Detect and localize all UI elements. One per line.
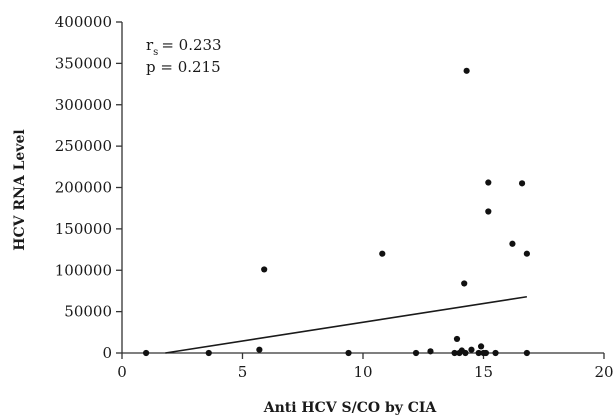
data-point (412, 349, 420, 357)
data-point (462, 349, 469, 357)
x-axis-ticks: 0 5 10 15 20 (117, 353, 614, 381)
p-value-annotation: p = 0.215 (146, 58, 221, 76)
data-point (461, 280, 468, 287)
data-point (379, 250, 386, 257)
data-points (143, 67, 530, 357)
x-tick-label: 0 (117, 363, 127, 381)
data-point (485, 208, 492, 215)
data-point (453, 335, 461, 343)
data-point (523, 349, 530, 357)
data-point (518, 180, 526, 187)
data-point (256, 346, 263, 353)
data-point (468, 346, 475, 353)
x-tick-label: 15 (474, 363, 493, 381)
data-point (485, 179, 492, 186)
data-point (451, 349, 458, 357)
data-point (261, 266, 268, 273)
y-axis-ticks: 0 50000 100000 150000 200000 250000 300000 3500… (55, 13, 122, 362)
x-tick-label: 20 (594, 363, 613, 381)
data-point (482, 349, 490, 357)
y-axis-title: HCV RNA Level (12, 129, 28, 250)
y-tick-label: 300000 (55, 96, 112, 114)
y-tick-label: 0 (102, 344, 112, 362)
y-tick-label: 400000 (55, 13, 112, 31)
y-tick-label: 50000 (64, 303, 112, 321)
x-tick-label: 5 (238, 363, 248, 381)
data-point (205, 349, 212, 357)
data-point (463, 67, 470, 74)
data-point (345, 349, 352, 357)
rs-annotation: rs = 0.233 (146, 36, 222, 58)
y-tick-label: 350000 (55, 54, 112, 72)
data-point (477, 343, 485, 350)
data-point (143, 349, 150, 357)
data-point (492, 349, 499, 357)
data-point (427, 348, 434, 355)
y-tick-label: 200000 (55, 179, 112, 197)
data-point (509, 240, 516, 247)
y-tick-label: 100000 (55, 261, 112, 279)
data-point (475, 349, 482, 357)
trend-line (165, 295, 528, 354)
y-tick-label: 150000 (55, 220, 112, 238)
y-tick-label: 250000 (55, 137, 112, 155)
data-point (523, 250, 530, 257)
x-axis-title: Anti HCV S/CO by CIA (263, 400, 438, 416)
x-tick-label: 10 (353, 363, 372, 381)
